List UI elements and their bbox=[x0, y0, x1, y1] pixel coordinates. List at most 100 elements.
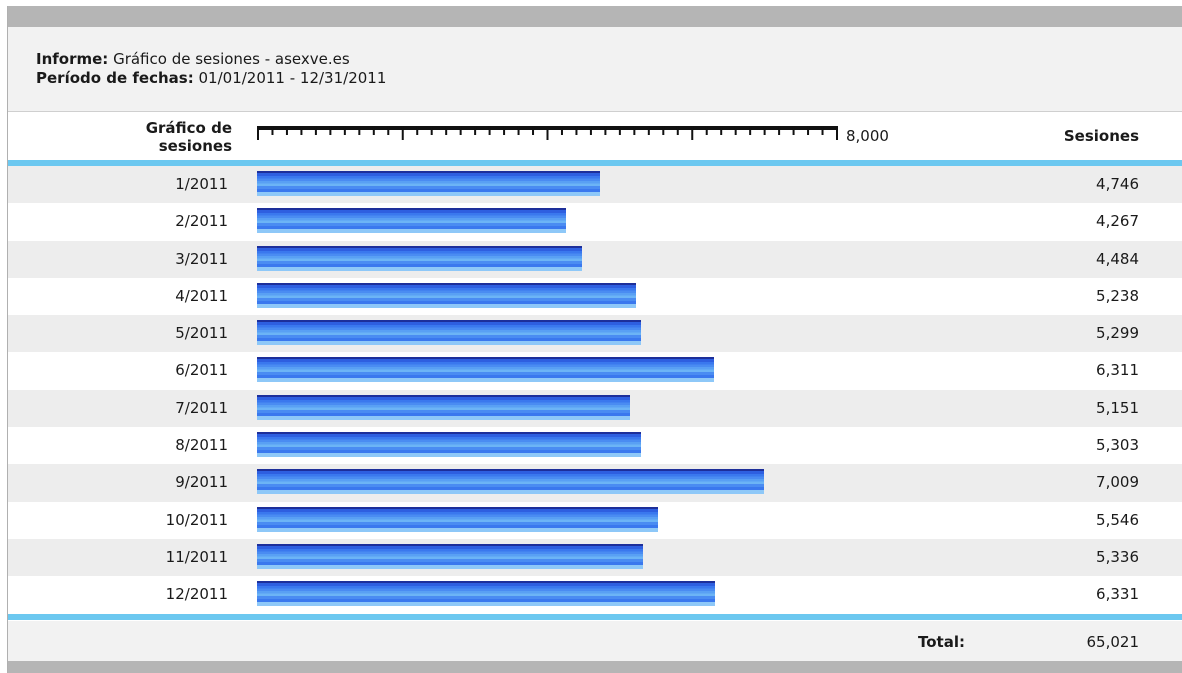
category-label: 12/2011 bbox=[165, 585, 228, 604]
value-label: 6,331 bbox=[1096, 585, 1139, 604]
bottom-bar bbox=[8, 661, 1182, 673]
ruler-minor-tick bbox=[589, 126, 592, 135]
category-label: 4/2011 bbox=[175, 286, 228, 305]
ruler-major-tick bbox=[257, 126, 259, 140]
chart-row: 5/2011 5,299 bbox=[8, 315, 1182, 353]
period-label: Período de fechas: bbox=[36, 69, 194, 87]
ruler-minor-tick bbox=[720, 126, 723, 135]
scale-ruler: 8,000 bbox=[257, 126, 889, 145]
period-line: Período de fechas: 01/01/2011 - 12/31/20… bbox=[36, 69, 386, 87]
ruler-major-tick bbox=[401, 126, 404, 140]
chart-row: 7/2011 5,151 bbox=[8, 389, 1182, 428]
ruler-minor-tick bbox=[792, 126, 795, 135]
category-label: 11/2011 bbox=[165, 547, 228, 566]
chart-header: Gráfico de sesiones Sesiones bbox=[8, 112, 1182, 160]
ruler-minor-tick bbox=[807, 126, 810, 135]
ruler-minor-tick bbox=[271, 126, 274, 135]
chart-row: 4/2011 5,238 bbox=[8, 277, 1182, 316]
ruler-major-tick bbox=[836, 126, 838, 140]
ruler-minor-tick bbox=[285, 126, 288, 135]
category-label: 1/2011 bbox=[175, 175, 228, 193]
chart-row: 9/2011 7,009 bbox=[8, 464, 1182, 502]
top-separator bbox=[8, 160, 1182, 166]
bar bbox=[257, 543, 644, 569]
bar bbox=[257, 469, 765, 495]
ruler-minor-tick bbox=[474, 126, 477, 135]
chart-row: 11/2011 5,336 bbox=[8, 538, 1182, 577]
ruler-minor-tick bbox=[560, 126, 563, 135]
value-label: 5,151 bbox=[1096, 398, 1139, 417]
bar bbox=[257, 208, 566, 234]
ruler-major-tick bbox=[546, 126, 549, 140]
bar bbox=[257, 320, 641, 346]
ruler-minor-tick bbox=[749, 126, 752, 135]
ruler-minor-tick bbox=[662, 126, 665, 135]
report-info: Informe: Gráfico de sesiones - asexve.es… bbox=[8, 27, 1182, 112]
ruler-minor-tick bbox=[647, 126, 650, 135]
ruler-minor-tick bbox=[314, 126, 317, 135]
ruler-minor-tick bbox=[532, 126, 535, 135]
ruler-minor-tick bbox=[503, 126, 506, 135]
ruler-minor-tick bbox=[676, 126, 679, 135]
ruler-minor-tick bbox=[430, 126, 433, 135]
chart-row: 8/2011 5,303 bbox=[8, 427, 1182, 465]
ruler-minor-tick bbox=[517, 126, 520, 135]
chart-row: 2/2011 4,267 bbox=[8, 203, 1182, 241]
category-label: 5/2011 bbox=[175, 324, 228, 343]
report-label: Informe: bbox=[36, 50, 109, 68]
value-label: 6,311 bbox=[1096, 361, 1139, 380]
bar bbox=[257, 282, 637, 308]
ruler-minor-tick bbox=[387, 126, 390, 135]
category-label: 2/2011 bbox=[175, 212, 228, 231]
ruler-minor-tick bbox=[778, 126, 781, 135]
bar bbox=[257, 245, 582, 271]
bar bbox=[257, 171, 601, 196]
value-label: 4,484 bbox=[1096, 249, 1139, 268]
bar bbox=[257, 432, 641, 458]
chart-row: 1/2011 4,746 bbox=[8, 166, 1182, 204]
report-frame: Informe: Gráfico de sesiones - asexve.es… bbox=[7, 6, 1182, 673]
ruler-minor-tick bbox=[358, 126, 361, 135]
bar bbox=[257, 357, 714, 383]
value-label: 5,303 bbox=[1096, 436, 1139, 455]
value-label: 7,009 bbox=[1096, 473, 1139, 492]
chart-row: 6/2011 6,311 bbox=[8, 352, 1182, 390]
value-label: 5,546 bbox=[1096, 510, 1139, 529]
value-label: 5,238 bbox=[1096, 286, 1139, 305]
value-label: 5,336 bbox=[1096, 547, 1139, 566]
bottom-separator bbox=[8, 614, 1182, 620]
category-label: 9/2011 bbox=[175, 473, 228, 492]
category-label: 8/2011 bbox=[175, 436, 228, 455]
ruler-minor-tick bbox=[459, 126, 462, 135]
chart-row: 3/2011 4,484 bbox=[8, 240, 1182, 278]
ruler-minor-tick bbox=[763, 126, 766, 135]
sessions-column-header: Sesiones bbox=[1063, 127, 1139, 145]
ruler-minor-tick bbox=[488, 126, 491, 135]
ruler-minor-tick bbox=[604, 126, 607, 135]
chart-row: 12/2011 6,331 bbox=[8, 576, 1182, 614]
report-name: Gráfico de sesiones - asexve.es bbox=[113, 50, 350, 68]
category-label: 6/2011 bbox=[175, 361, 228, 380]
ruler-max-label: 8,000 bbox=[846, 127, 889, 145]
ruler-minor-tick bbox=[372, 126, 375, 135]
chart-axis-label: Gráfico de sesiones bbox=[146, 119, 232, 155]
ruler-minor-tick bbox=[705, 126, 708, 135]
ruler-minor-tick bbox=[445, 126, 448, 135]
category-label: 10/2011 bbox=[165, 510, 228, 529]
value-label: 5,299 bbox=[1096, 324, 1139, 343]
period-value: 01/01/2011 - 12/31/2011 bbox=[198, 69, 387, 87]
ruler-minor-tick bbox=[329, 126, 332, 135]
bar bbox=[257, 394, 630, 420]
ruler-minor-tick bbox=[633, 126, 636, 135]
ruler-major-tick bbox=[691, 126, 694, 140]
total-row: Total: 65,021 bbox=[8, 621, 1182, 661]
top-bar bbox=[8, 6, 1182, 27]
report-line: Informe: Gráfico de sesiones - asexve.es bbox=[36, 50, 350, 68]
category-label: 7/2011 bbox=[175, 398, 228, 417]
ruler-minor-tick bbox=[416, 126, 419, 135]
ruler-minor-tick bbox=[575, 126, 578, 135]
category-label: 3/2011 bbox=[175, 249, 228, 268]
ruler-minor-tick bbox=[618, 126, 621, 135]
ruler-minor-tick bbox=[821, 126, 824, 135]
ruler-minor-tick bbox=[300, 126, 303, 135]
